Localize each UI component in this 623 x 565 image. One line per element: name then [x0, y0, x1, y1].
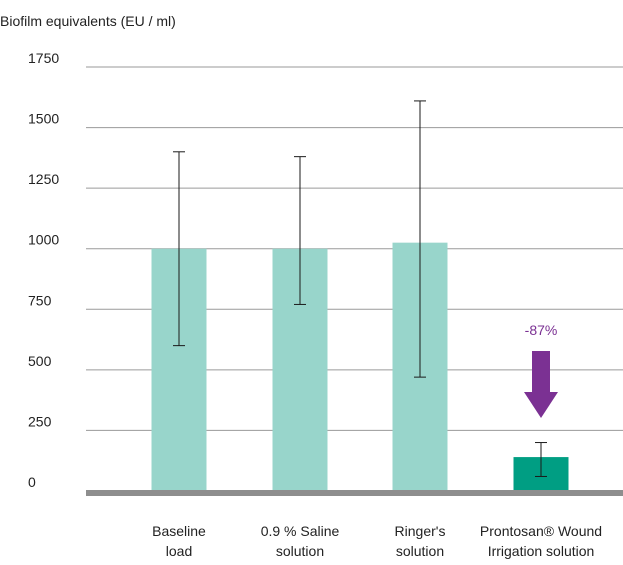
y-tick-label: 500: [28, 353, 52, 369]
category-label: Prontosan® Wound: [480, 523, 602, 539]
down-arrow-icon: [524, 351, 558, 418]
annotation: -87%: [524, 322, 558, 418]
category-label: solution: [396, 543, 444, 559]
error-bars: [173, 100, 547, 477]
y-tick-labels: 0 250 500 750 1000 1250 1500 1750: [28, 50, 59, 490]
y-axis-title: Biofilm equivalents (EU / ml): [0, 13, 176, 29]
category-label: Ringer's: [395, 523, 446, 539]
category-label: solution: [276, 543, 324, 559]
reduction-label: -87%: [525, 322, 558, 338]
x-axis-line: [86, 490, 623, 496]
y-tick-label: 0: [28, 474, 36, 490]
bars: [151, 242, 569, 491]
category-label: 0.9 % Saline: [261, 523, 340, 539]
category-label: Baseline: [152, 523, 206, 539]
y-tick-label: 1250: [28, 171, 59, 187]
y-tick-label: 750: [28, 292, 52, 308]
y-tick-label: 1000: [28, 232, 59, 248]
y-tick-label: 1750: [28, 50, 59, 66]
x-axis-baseline: [86, 490, 623, 496]
category-label: Irrigation solution: [488, 543, 595, 559]
y-tick-label: 250: [28, 413, 52, 429]
category-label: load: [166, 543, 192, 559]
y-tick-label: 1500: [28, 111, 59, 127]
category-labels: Baseline load 0.9 % Saline solution Ringer's…: [152, 523, 602, 559]
